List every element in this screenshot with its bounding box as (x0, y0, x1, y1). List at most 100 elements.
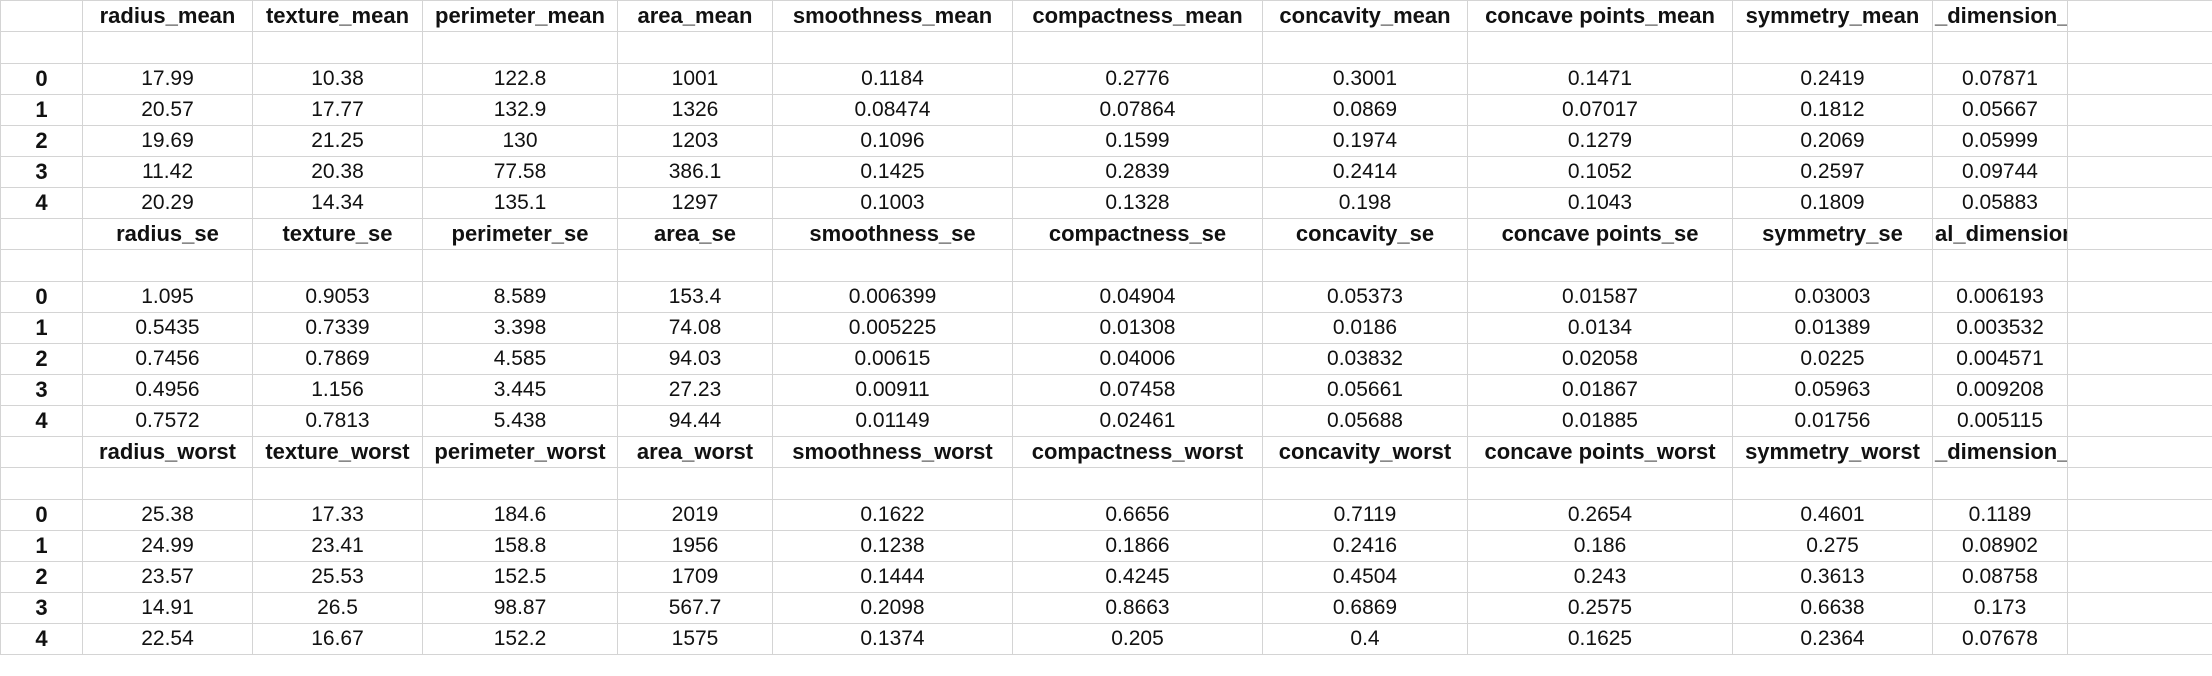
table-cell[interactable]: 0.08902 (1932, 530, 2068, 562)
table-cell[interactable]: 0.1622 (772, 499, 1013, 531)
table-cell[interactable]: 0.05667 (1932, 94, 2068, 126)
table-cell[interactable]: 74.08 (617, 312, 773, 344)
table-cell[interactable]: 0.198 (1262, 187, 1468, 219)
table-cell[interactable]: 0.07017 (1467, 94, 1733, 126)
table-cell[interactable]: 0.2597 (1732, 156, 1933, 188)
empty-cell[interactable] (1262, 467, 1468, 500)
empty-cell[interactable] (1932, 31, 2068, 64)
column-header[interactable]: area_worst (617, 436, 773, 468)
column-header[interactable]: _dimension_mean (1932, 0, 2068, 32)
column-header[interactable]: radius_mean (82, 0, 253, 32)
column-header[interactable]: texture_se (252, 218, 423, 250)
table-cell[interactable]: 0.1003 (772, 187, 1013, 219)
empty-cell[interactable] (2067, 94, 2212, 126)
table-cell[interactable]: 0.243 (1467, 561, 1733, 593)
empty-cell[interactable] (2067, 249, 2212, 282)
table-cell[interactable]: 10.38 (252, 63, 423, 95)
table-cell[interactable]: 0.01308 (1012, 312, 1263, 344)
table-cell[interactable]: 77.58 (422, 156, 618, 188)
table-cell[interactable]: 98.87 (422, 592, 618, 624)
empty-cell[interactable] (1932, 467, 2068, 500)
table-cell[interactable]: 0.03832 (1262, 343, 1468, 375)
table-cell[interactable]: 0.05999 (1932, 125, 2068, 157)
empty-cell[interactable] (82, 249, 253, 282)
table-cell[interactable]: 0.1238 (772, 530, 1013, 562)
table-cell[interactable]: 1.095 (82, 281, 253, 313)
table-cell[interactable]: 0.04904 (1012, 281, 1263, 313)
empty-cell[interactable] (1012, 249, 1263, 282)
row-index[interactable]: 3 (0, 156, 83, 188)
table-cell[interactable]: 3.445 (422, 374, 618, 406)
table-cell[interactable]: 3.398 (422, 312, 618, 344)
table-cell[interactable]: 0.1599 (1012, 125, 1263, 157)
table-cell[interactable]: 135.1 (422, 187, 618, 219)
table-cell[interactable]: 0.00615 (772, 343, 1013, 375)
table-cell[interactable]: 0.2098 (772, 592, 1013, 624)
table-cell[interactable]: 0.01587 (1467, 281, 1733, 313)
table-cell[interactable]: 0.1374 (772, 623, 1013, 655)
empty-cell[interactable] (82, 467, 253, 500)
table-cell[interactable]: 0.03003 (1732, 281, 1933, 313)
empty-cell[interactable] (2067, 125, 2212, 157)
table-cell[interactable]: 11.42 (82, 156, 253, 188)
row-index[interactable]: 4 (0, 623, 83, 655)
table-cell[interactable]: 0.2839 (1012, 156, 1263, 188)
table-cell[interactable]: 0.1812 (1732, 94, 1933, 126)
empty-cell[interactable] (1262, 31, 1468, 64)
table-cell[interactable]: 0.006193 (1932, 281, 2068, 313)
corner-cell[interactable] (0, 436, 83, 468)
empty-cell[interactable] (617, 467, 773, 500)
table-cell[interactable]: 0.1328 (1012, 187, 1263, 219)
table-cell[interactable]: 0.2069 (1732, 125, 1933, 157)
table-cell[interactable]: 0.3001 (1262, 63, 1468, 95)
table-cell[interactable]: 27.23 (617, 374, 773, 406)
column-header[interactable]: _dimension_worst (1932, 436, 2068, 468)
empty-cell[interactable] (1012, 467, 1263, 500)
table-cell[interactable]: 5.438 (422, 405, 618, 437)
column-header[interactable]: texture_worst (252, 436, 423, 468)
empty-cell[interactable] (422, 467, 618, 500)
table-cell[interactable]: 0.1809 (1732, 187, 1933, 219)
row-index[interactable]: 4 (0, 187, 83, 219)
table-cell[interactable]: 0.4601 (1732, 499, 1933, 531)
empty-cell[interactable] (617, 31, 773, 64)
table-cell[interactable]: 0.005115 (1932, 405, 2068, 437)
empty-cell[interactable] (2067, 218, 2212, 250)
empty-cell[interactable] (2067, 343, 2212, 375)
table-cell[interactable]: 130 (422, 125, 618, 157)
empty-cell[interactable] (0, 31, 83, 64)
column-header[interactable]: smoothness_worst (772, 436, 1013, 468)
column-header[interactable]: area_se (617, 218, 773, 250)
table-cell[interactable]: 0.6638 (1732, 592, 1933, 624)
empty-cell[interactable] (1467, 31, 1733, 64)
empty-cell[interactable] (1012, 31, 1263, 64)
empty-cell[interactable] (772, 467, 1013, 500)
table-cell[interactable]: 0.0134 (1467, 312, 1733, 344)
table-cell[interactable]: 0.7572 (82, 405, 253, 437)
table-cell[interactable]: 0.2414 (1262, 156, 1468, 188)
table-cell[interactable]: 0.173 (1932, 592, 2068, 624)
table-cell[interactable]: 1709 (617, 561, 773, 593)
empty-cell[interactable] (2067, 530, 2212, 562)
column-header[interactable]: compactness_se (1012, 218, 1263, 250)
table-cell[interactable]: 2019 (617, 499, 773, 531)
table-cell[interactable]: 0.1974 (1262, 125, 1468, 157)
empty-cell[interactable] (1932, 249, 2068, 282)
table-cell[interactable]: 17.77 (252, 94, 423, 126)
table-cell[interactable]: 0.2654 (1467, 499, 1733, 531)
empty-cell[interactable] (2067, 63, 2212, 95)
empty-cell[interactable] (772, 31, 1013, 64)
row-index[interactable]: 0 (0, 499, 83, 531)
column-header[interactable]: symmetry_worst (1732, 436, 1933, 468)
empty-cell[interactable] (2067, 405, 2212, 437)
table-cell[interactable]: 24.99 (82, 530, 253, 562)
table-cell[interactable]: 26.5 (252, 592, 423, 624)
table-cell[interactable]: 1001 (617, 63, 773, 95)
table-cell[interactable]: 0.1866 (1012, 530, 1263, 562)
column-header[interactable]: al_dimension_se (1932, 218, 2068, 250)
table-cell[interactable]: 8.589 (422, 281, 618, 313)
table-cell[interactable]: 0.009208 (1932, 374, 2068, 406)
table-cell[interactable]: 0.8663 (1012, 592, 1263, 624)
empty-cell[interactable] (422, 31, 618, 64)
table-cell[interactable]: 1297 (617, 187, 773, 219)
